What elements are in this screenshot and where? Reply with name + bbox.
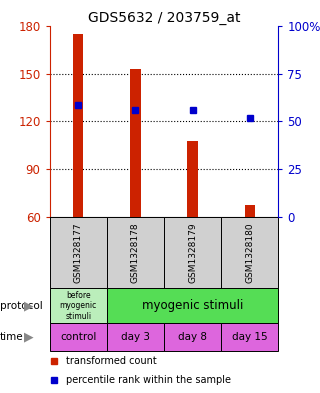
Text: ▶: ▶ — [24, 299, 34, 312]
Text: percentile rank within the sample: percentile rank within the sample — [66, 375, 231, 385]
Bar — [50, 217, 107, 288]
Bar — [221, 217, 278, 288]
Text: before
myogenic
stimuli: before myogenic stimuli — [60, 291, 97, 321]
Text: GSM1328180: GSM1328180 — [245, 222, 254, 283]
Text: time: time — [0, 332, 24, 342]
Text: myogenic stimuli: myogenic stimuli — [142, 299, 243, 312]
Bar — [164, 323, 221, 351]
Bar — [107, 288, 278, 323]
Text: ▶: ▶ — [24, 331, 34, 344]
Text: day 8: day 8 — [178, 332, 207, 342]
Text: GSM1328178: GSM1328178 — [131, 222, 140, 283]
Bar — [73, 33, 83, 217]
Text: day 3: day 3 — [121, 332, 150, 342]
Bar — [107, 323, 164, 351]
Bar — [107, 217, 164, 288]
Bar — [221, 323, 278, 351]
Text: protocol: protocol — [0, 301, 43, 311]
Text: transformed count: transformed count — [66, 356, 156, 365]
Bar — [245, 205, 255, 217]
Text: day 15: day 15 — [232, 332, 268, 342]
Bar — [188, 141, 198, 217]
Text: GSM1328177: GSM1328177 — [74, 222, 83, 283]
Bar — [164, 217, 221, 288]
Text: control: control — [60, 332, 96, 342]
Bar — [50, 288, 107, 323]
Title: GDS5632 / 203759_at: GDS5632 / 203759_at — [88, 11, 240, 24]
Bar — [50, 323, 107, 351]
Bar — [130, 69, 140, 217]
Text: GSM1328179: GSM1328179 — [188, 222, 197, 283]
